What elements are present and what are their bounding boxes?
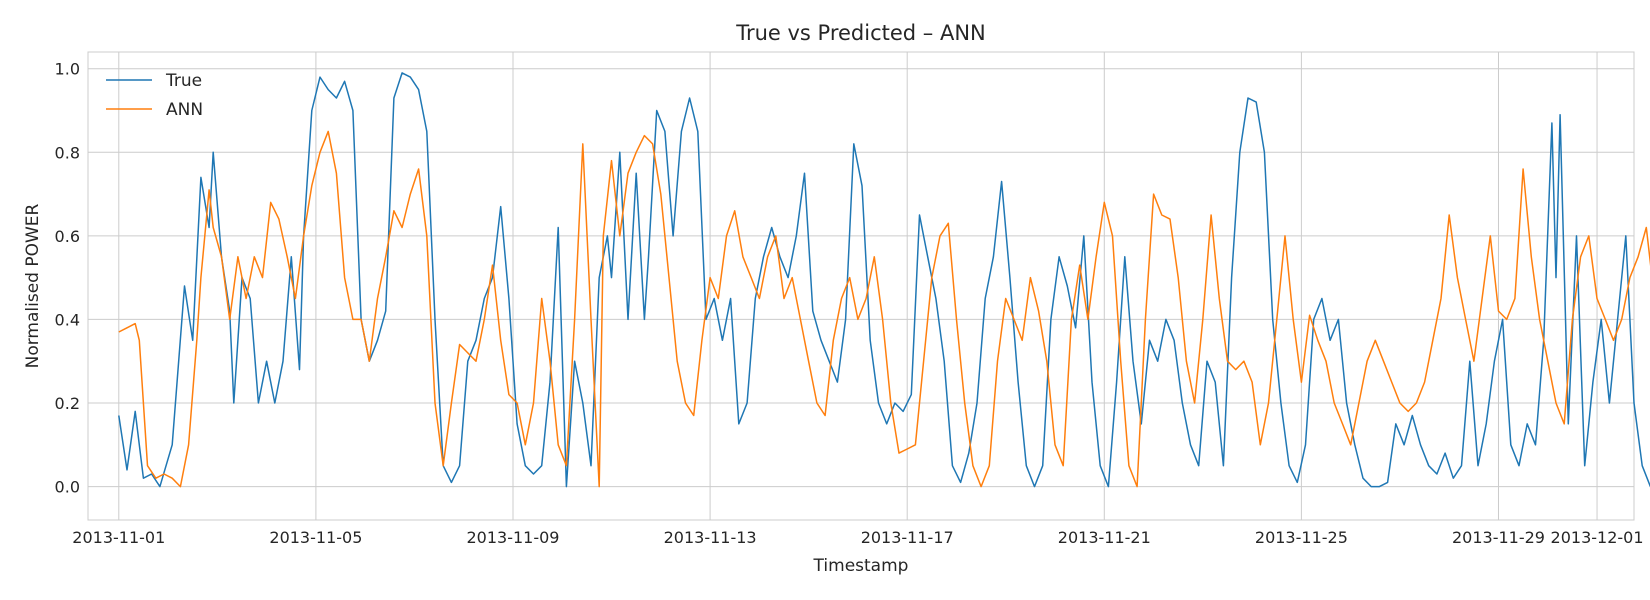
y-tick-label: 0.4 (55, 310, 80, 329)
y-axis-label: Normalised POWER (23, 203, 43, 368)
x-tick-label: 2013-11-17 (861, 528, 954, 547)
legend-label-true: True (165, 71, 202, 91)
plot-frame (87, 51, 1635, 521)
x-tick-label: 2013-11-13 (664, 528, 757, 547)
chart-title: True vs Predicted – ANN (735, 21, 986, 45)
y-tick-label: 0.0 (55, 478, 80, 497)
series-line-true (118, 72, 1650, 488)
y-tick-label: 0.2 (55, 394, 80, 413)
legend-label-ann: ANN (166, 100, 203, 120)
y-tick-label: 1.0 (55, 60, 80, 79)
series-line-ann (118, 130, 1650, 488)
x-tick-label: 2013-11-21 (1058, 528, 1151, 547)
x-tick-label: 2013-11-01 (72, 528, 165, 547)
grid-lines (88, 52, 1634, 520)
x-tick-label: 2013-11-25 (1255, 528, 1348, 547)
x-tick-label: 2013-11-29 (1452, 528, 1545, 547)
x-tick-labels: 2013-11-01 2013-11-05 2013-11-09 2013-11-13… (72, 528, 1643, 547)
x-tick-label: 2013-11-09 (467, 528, 560, 547)
y-tick-label: 0.6 (55, 227, 80, 246)
series-lines (118, 72, 1650, 488)
x-axis-label: Timestamp (813, 556, 909, 576)
y-tick-labels: 0.0 0.2 0.4 0.6 0.8 1.0 (55, 60, 80, 497)
x-tick-label: 2013-11-05 (269, 528, 362, 547)
legend: True ANN (106, 71, 203, 120)
x-tick-label: 2013-12-01 (1551, 528, 1644, 547)
y-tick-label: 0.8 (55, 143, 80, 162)
